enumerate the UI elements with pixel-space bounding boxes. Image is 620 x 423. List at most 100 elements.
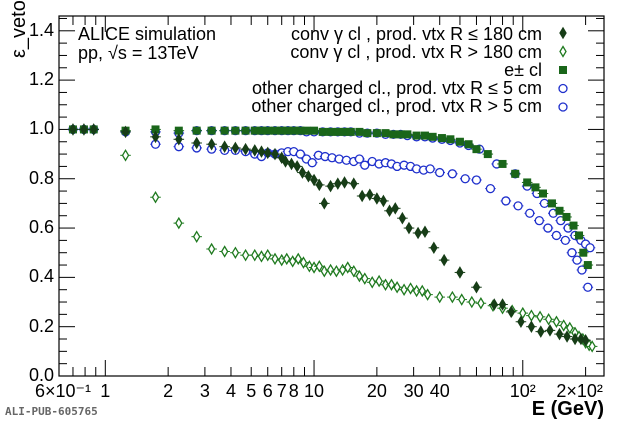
data-point (231, 246, 240, 259)
y-axis-title-text: ε_veto (8, 0, 30, 58)
data-point (472, 145, 481, 154)
data-point (346, 127, 355, 136)
x-tick-label: 30 (403, 381, 424, 401)
legend-entry: conv γ cl , prod. vtx R > 180 cm (290, 42, 542, 62)
data-point (287, 157, 296, 171)
data-point (263, 248, 272, 262)
data-point (414, 226, 422, 240)
data-point (387, 278, 396, 292)
data-point (310, 126, 319, 135)
plot-frame (58, 15, 605, 377)
data-point (455, 137, 464, 146)
data-point (551, 230, 562, 241)
data-point (307, 158, 317, 168)
data-point (257, 250, 266, 263)
publication-id: ALI-PUB-605765 (5, 405, 98, 418)
data-point (121, 149, 130, 162)
x-tick-label: 2×10² (556, 381, 603, 401)
data-point (350, 177, 358, 190)
data-point (457, 293, 466, 306)
data-point (464, 140, 473, 149)
y-tick-label: 0.6 (28, 217, 54, 238)
data-point (562, 212, 571, 221)
data-point (477, 296, 485, 310)
data-point (241, 248, 250, 262)
data-point (435, 167, 445, 178)
data-point (583, 261, 592, 270)
data-point (315, 178, 324, 192)
annotation-experiment: ALICE simulation (78, 24, 217, 44)
data-point (354, 154, 365, 164)
data-point (511, 169, 520, 178)
legend-entry: other charged cl., prod. vtx R ≤ 5 cm (252, 78, 542, 98)
data-point (294, 252, 302, 266)
data-point (372, 129, 381, 138)
data-point (263, 146, 272, 160)
x-tick-label: 2 (163, 381, 174, 401)
data-point (406, 282, 415, 295)
data-point (555, 327, 564, 341)
data-point (355, 127, 364, 136)
data-point (585, 243, 595, 253)
data-point (538, 189, 547, 198)
data-point (220, 245, 229, 258)
data-point (423, 288, 432, 301)
data-point (471, 175, 482, 185)
data-point (220, 140, 229, 153)
data-point (304, 170, 313, 183)
data-point (310, 261, 318, 274)
data-point (241, 142, 250, 156)
data-point (305, 260, 314, 273)
data-point (326, 263, 335, 277)
data-point (490, 298, 498, 311)
data-point (546, 324, 554, 337)
series-5 (150, 139, 594, 292)
data-point (207, 137, 216, 151)
data-point (544, 313, 553, 326)
data-point (525, 208, 535, 218)
data-point (381, 129, 390, 138)
data-point (151, 130, 160, 144)
x-tick-label: 10² (509, 381, 536, 401)
data-point (257, 145, 266, 158)
data-point (527, 320, 536, 333)
data-point (220, 126, 229, 135)
data-point (412, 284, 421, 298)
data-point (536, 310, 544, 324)
y-tick-label: 1.0 (28, 118, 54, 139)
data-point (527, 309, 536, 322)
data-point (89, 123, 98, 136)
x-tick-label: 6×10⁻¹ (34, 381, 92, 401)
data-point (560, 235, 571, 246)
legend-entry: conv γ cl , prod. vtx R ≤ 180 cm (291, 24, 542, 44)
data-point (360, 160, 370, 170)
y-tick-label: 0.8 (28, 167, 54, 188)
data-point (121, 125, 130, 139)
series-3 (67, 125, 594, 270)
data-point (420, 131, 429, 140)
data-point (381, 278, 390, 292)
data-point (483, 150, 492, 159)
y-tick-label: 1.4 (28, 19, 54, 40)
legend-marker (559, 66, 567, 74)
data-point (271, 252, 279, 266)
data-point (403, 130, 412, 139)
data-point (575, 231, 584, 240)
data-point (341, 155, 352, 165)
data-point (363, 129, 372, 138)
data-point (207, 126, 216, 135)
data-point (498, 298, 507, 311)
data-point (69, 123, 77, 136)
data-point (430, 241, 438, 255)
data-point (571, 332, 579, 346)
data-point (447, 169, 458, 179)
data-point (440, 253, 448, 267)
legend-marker (559, 45, 567, 58)
plot-border (58, 15, 605, 377)
data-point (375, 274, 383, 288)
legend-entry: other charged cl., prod. vtx R > 5 cm (251, 96, 542, 116)
data-point (332, 264, 341, 278)
data-point (393, 280, 401, 294)
data-point (552, 315, 561, 329)
y-tick-label: 0.4 (28, 266, 54, 287)
